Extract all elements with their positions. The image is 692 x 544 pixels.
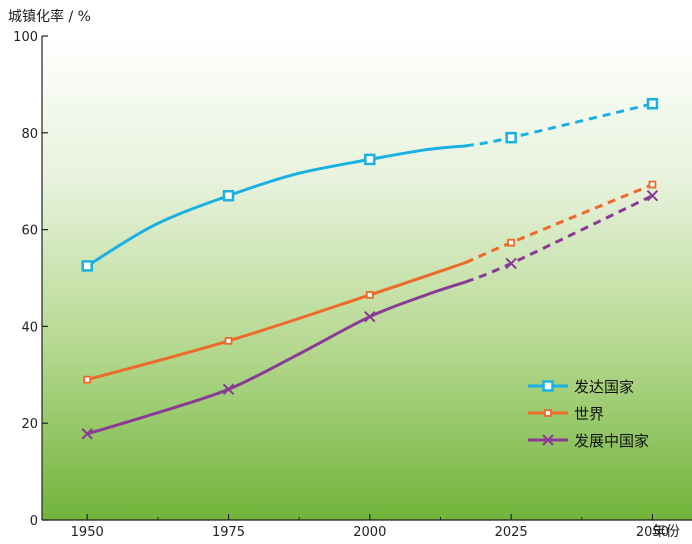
x-tick-label: 1950 bbox=[71, 525, 104, 540]
data-point-developed bbox=[81, 260, 93, 272]
y-tick-label: 0 bbox=[30, 514, 38, 529]
data-point-developing bbox=[222, 383, 235, 396]
x-tick-label: 2050 bbox=[636, 525, 669, 540]
data-point-world bbox=[648, 180, 657, 189]
series-projection-world bbox=[465, 183, 653, 264]
legend-marker bbox=[542, 380, 554, 392]
legend-item-world: 世界 bbox=[528, 405, 604, 423]
data-point-developing bbox=[646, 190, 659, 202]
y-axis-title: 城镇化率 / % bbox=[8, 8, 91, 25]
x-tick-label: 2025 bbox=[495, 525, 528, 540]
y-tick-label: 80 bbox=[21, 127, 38, 142]
data-point-world bbox=[365, 291, 374, 299]
y-tick-label: 20 bbox=[21, 417, 38, 432]
data-point-developing bbox=[364, 311, 376, 323]
legend-label: 发展中国家 bbox=[574, 432, 649, 450]
legend-marker bbox=[542, 434, 554, 446]
data-point-developing bbox=[81, 428, 93, 440]
y-tick-label: 60 bbox=[21, 224, 38, 239]
data-point-developed bbox=[222, 189, 235, 202]
x-tick-label: 1975 bbox=[212, 525, 245, 540]
plot-background bbox=[42, 36, 692, 520]
y-tick-label: 100 bbox=[13, 30, 38, 45]
series-line-developed bbox=[85, 144, 468, 268]
legend-marker bbox=[544, 409, 552, 417]
series-line-developing bbox=[85, 280, 468, 436]
series-developing bbox=[81, 190, 659, 440]
series-projection-developed bbox=[465, 102, 653, 148]
data-point-developed bbox=[505, 131, 517, 144]
data-point-world bbox=[83, 375, 92, 384]
data-point-world bbox=[224, 337, 233, 345]
legend-label: 发达国家 bbox=[574, 378, 634, 396]
data-point-world bbox=[507, 238, 516, 247]
series-line-world bbox=[85, 261, 468, 382]
legend-item-developing: 发展中国家 bbox=[528, 432, 649, 450]
data-point-developed bbox=[364, 153, 376, 166]
series-layer bbox=[81, 98, 659, 440]
x-tick-label: 2000 bbox=[353, 525, 386, 540]
x-axis-title: 年份 bbox=[652, 524, 680, 540]
legend-item-developed: 发达国家 bbox=[528, 378, 634, 396]
series-developed bbox=[81, 98, 659, 272]
data-point-developed bbox=[646, 98, 659, 110]
series-projection-developing bbox=[465, 194, 654, 284]
axes: 0 20 40 60 80 100 1950 1975 2000 2025 2050 bbox=[13, 30, 692, 540]
y-tick-label: 40 bbox=[21, 320, 38, 335]
legend-label: 世界 bbox=[574, 405, 604, 423]
series-world bbox=[83, 180, 657, 384]
data-point-developing bbox=[505, 257, 517, 270]
